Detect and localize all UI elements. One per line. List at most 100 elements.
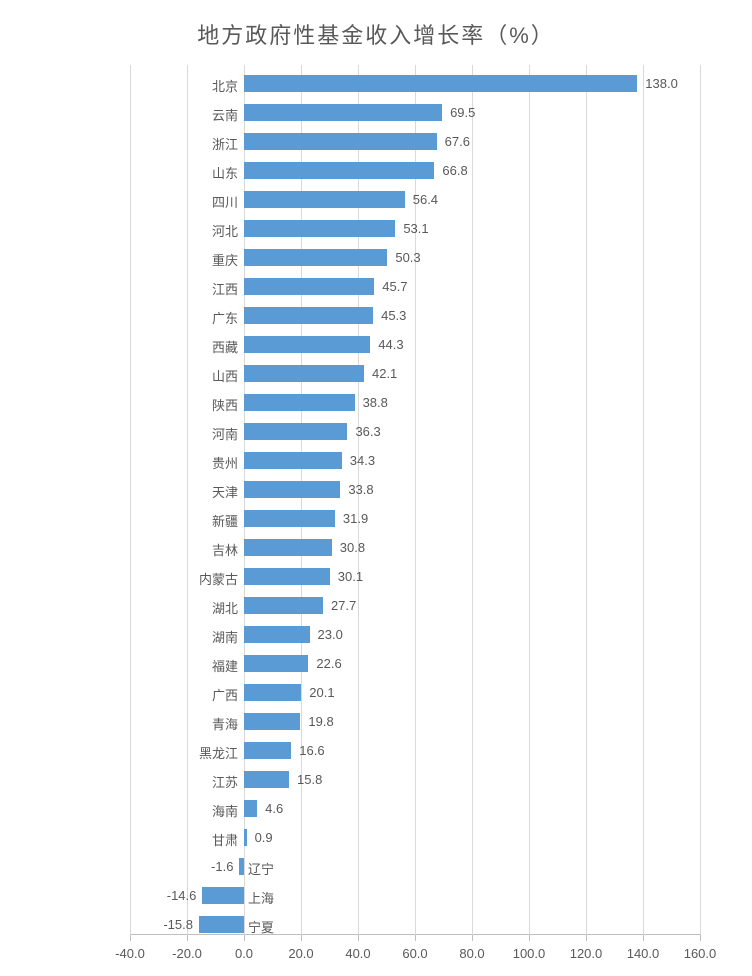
category-label: 黑龙江 (199, 743, 238, 762)
category-label: 广西 (212, 685, 238, 704)
category-label: 西藏 (212, 337, 238, 356)
bar (244, 249, 387, 266)
category-label: 重庆 (212, 250, 238, 269)
value-label: 67.6 (445, 134, 470, 149)
value-label: -15.8 (163, 917, 193, 932)
bar (244, 597, 323, 614)
category-label: 贵州 (212, 453, 238, 472)
value-label: 69.5 (450, 105, 475, 120)
category-label: 湖南 (212, 627, 238, 646)
bar-row: 贵州 34.3 (130, 446, 700, 475)
plot-area: -40.0-20.00.020.040.060.080.0100.0120.01… (130, 65, 700, 935)
value-label: 27.7 (331, 598, 356, 613)
category-label: 甘肃 (212, 830, 238, 849)
value-label: 23.0 (318, 627, 343, 642)
chart-container: 地方政府性基金收入增长率（%） -40.0-20.00.020.040.060.… (0, 0, 752, 976)
bar-row: 广东45.3 (130, 301, 700, 330)
value-label: 0.9 (255, 830, 273, 845)
bar (244, 510, 335, 527)
bar-row: 重庆 50.3 (130, 243, 700, 272)
value-label: -14.6 (167, 888, 197, 903)
value-label: 20.1 (309, 685, 334, 700)
bar-row: 宁夏 -15.8 (130, 910, 700, 939)
value-label: 34.3 (350, 453, 375, 468)
bar-row: 湖北 27.7 (130, 591, 700, 620)
bar (244, 626, 310, 643)
x-tick-label: 40.0 (345, 946, 370, 961)
category-label: 青海 (212, 714, 238, 733)
bar-row: 甘肃 0.9 (130, 823, 700, 852)
bar-row: 浙江 67.6 (130, 127, 700, 156)
bar-row: 山西 42.1 (130, 359, 700, 388)
value-label: 19.8 (308, 714, 333, 729)
value-label: 16.6 (299, 743, 324, 758)
bar-row: 内蒙古 30.1 (130, 562, 700, 591)
bar (244, 800, 257, 817)
category-label: 山东 (212, 163, 238, 182)
category-label: 河南 (212, 424, 238, 443)
bar (244, 394, 355, 411)
category-label: 福建 (212, 656, 238, 675)
value-label: 30.1 (338, 569, 363, 584)
bar (244, 684, 301, 701)
bar (239, 858, 244, 875)
bar-row: 新疆 31.9 (130, 504, 700, 533)
bar (244, 75, 637, 92)
value-label: 138.0 (645, 76, 678, 91)
bar-row: 西藏 44.3 (130, 330, 700, 359)
bar (244, 568, 330, 585)
bar-row: 江苏 15.8 (130, 765, 700, 794)
bar (244, 191, 405, 208)
category-label: 上海 (248, 888, 274, 907)
bar (244, 829, 247, 846)
bar (244, 742, 291, 759)
category-label: 江西 (212, 279, 238, 298)
x-tick-label: 160.0 (684, 946, 717, 961)
bar (244, 452, 342, 469)
gridline (700, 65, 701, 935)
category-label: 宁夏 (248, 917, 274, 936)
value-label: 31.9 (343, 511, 368, 526)
bar-row: 山东 66.8 (130, 156, 700, 185)
bar-row: 湖南 23.0 (130, 620, 700, 649)
value-label: 38.8 (363, 395, 388, 410)
category-label: 河北 (212, 221, 238, 240)
bar (244, 539, 332, 556)
value-label: 42.1 (372, 366, 397, 381)
value-label: -1.6 (211, 859, 233, 874)
category-label: 陕西 (212, 395, 238, 414)
bar-row: 上海 -14.6 (130, 881, 700, 910)
value-label: 66.8 (442, 163, 467, 178)
x-tick-label: -20.0 (172, 946, 202, 961)
bar-row: 陕西 38.8 (130, 388, 700, 417)
x-tick-label: 100.0 (513, 946, 546, 961)
value-label: 50.3 (395, 250, 420, 265)
x-tick-label: -40.0 (115, 946, 145, 961)
value-label: 15.8 (297, 772, 322, 787)
bar (244, 133, 437, 150)
category-label: 湖北 (212, 598, 238, 617)
x-tick (700, 935, 701, 941)
bar (244, 655, 308, 672)
value-label: 45.7 (382, 279, 407, 294)
value-label: 36.3 (355, 424, 380, 439)
category-label: 新疆 (212, 511, 238, 530)
x-tick-label: 60.0 (402, 946, 427, 961)
bar-row: 河南 36.3 (130, 417, 700, 446)
bar (244, 423, 347, 440)
category-label: 江苏 (212, 772, 238, 791)
bar-row: 云南 69.5 (130, 98, 700, 127)
category-label: 浙江 (212, 134, 238, 153)
bar-row: 四川56.4 (130, 185, 700, 214)
value-label: 4.6 (265, 801, 283, 816)
bar-row: 黑龙江 16.6 (130, 736, 700, 765)
bar-row: 江西 45.7 (130, 272, 700, 301)
x-tick-label: 120.0 (570, 946, 603, 961)
category-label: 广东 (212, 308, 238, 327)
category-label: 内蒙古 (199, 569, 238, 588)
category-label: 四川 (212, 192, 238, 211)
value-label: 44.3 (378, 337, 403, 352)
value-label: 53.1 (403, 221, 428, 236)
category-label: 山西 (212, 366, 238, 385)
category-label: 云南 (212, 105, 238, 124)
